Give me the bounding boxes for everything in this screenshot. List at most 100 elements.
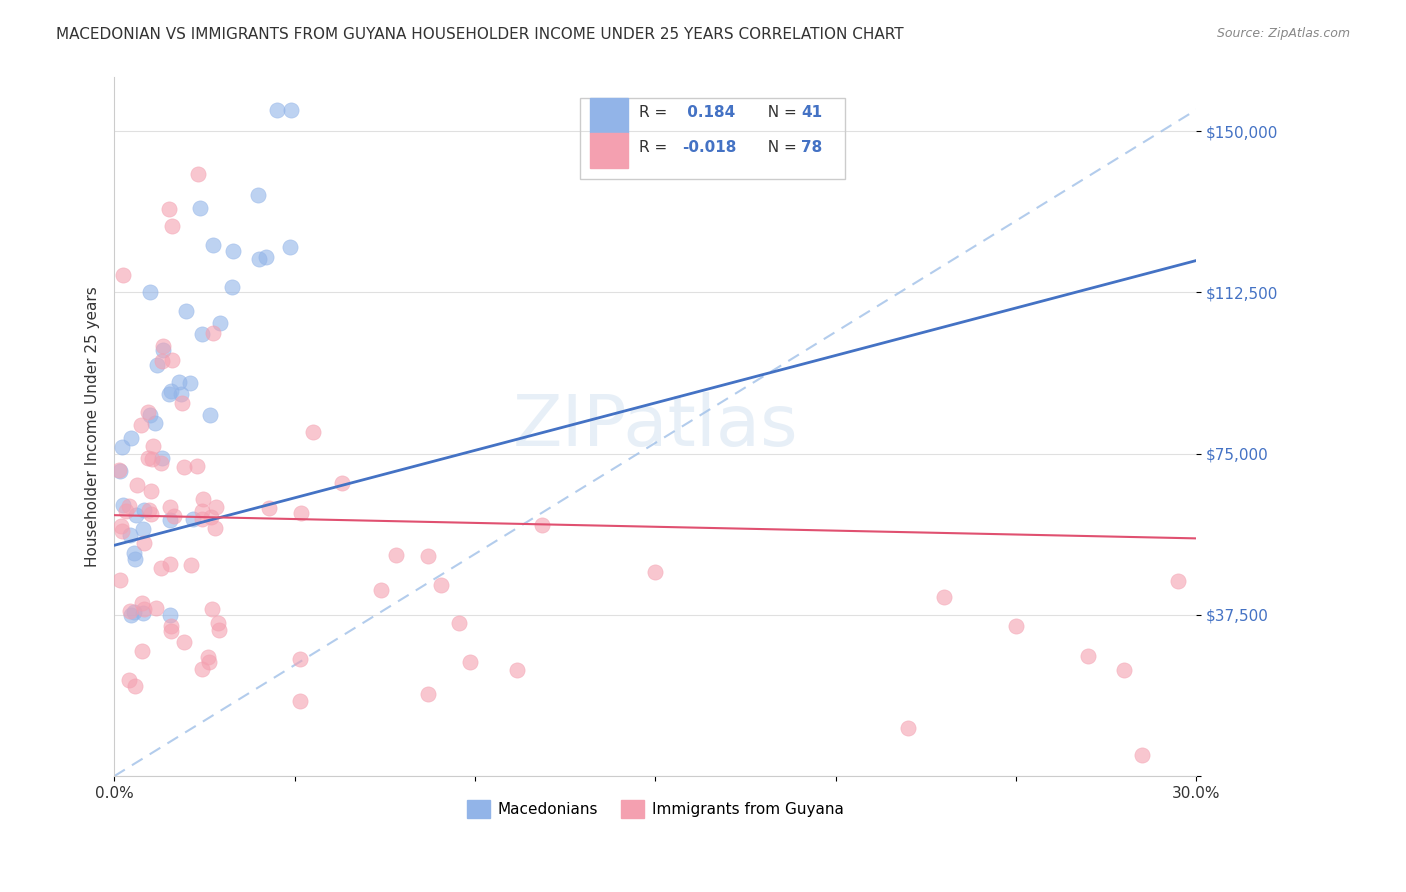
- Immigrants from Guyana: [159, 202, 181, 216]
- Immigrants from Guyana: [416, 549, 439, 563]
- Macedonians: [120, 607, 142, 622]
- Macedonians: [247, 188, 270, 202]
- Macedonians: [152, 343, 174, 358]
- Immigrants from Guyana: [429, 577, 451, 591]
- Immigrants from Guyana: [132, 602, 155, 616]
- Immigrants from Guyana: [186, 458, 208, 473]
- Immigrants from Guyana: [385, 548, 408, 562]
- Immigrants from Guyana: [897, 721, 920, 735]
- Immigrants from Guyana: [160, 619, 183, 633]
- Macedonians: [208, 316, 231, 330]
- Macedonians: [278, 240, 301, 254]
- Immigrants from Guyana: [160, 353, 183, 368]
- Immigrants from Guyana: [200, 602, 222, 616]
- Macedonians: [200, 408, 222, 422]
- Immigrants from Guyana: [124, 679, 146, 693]
- Immigrants from Guyana: [191, 661, 214, 675]
- Macedonians: [167, 375, 190, 389]
- Immigrants from Guyana: [1167, 574, 1189, 588]
- Immigrants from Guyana: [197, 650, 219, 665]
- Macedonians: [191, 327, 214, 342]
- Immigrants from Guyana: [259, 500, 281, 515]
- Immigrants from Guyana: [191, 504, 214, 518]
- Legend: Macedonians, Immigrants from Guyana: Macedonians, Immigrants from Guyana: [461, 794, 849, 824]
- Macedonians: [157, 386, 180, 401]
- Immigrants from Guyana: [447, 615, 470, 630]
- Macedonians: [143, 416, 166, 430]
- Macedonians: [111, 441, 134, 455]
- Immigrants from Guyana: [141, 451, 163, 466]
- Immigrants from Guyana: [288, 694, 311, 708]
- Immigrants from Guyana: [136, 405, 159, 419]
- Macedonians: [170, 386, 193, 401]
- Macedonians: [146, 359, 169, 373]
- Text: Source: ZipAtlas.com: Source: ZipAtlas.com: [1216, 27, 1350, 40]
- Immigrants from Guyana: [205, 500, 228, 514]
- Immigrants from Guyana: [112, 268, 135, 282]
- Immigrants from Guyana: [180, 558, 202, 573]
- Text: 0.184: 0.184: [682, 105, 735, 120]
- Immigrants from Guyana: [138, 503, 160, 517]
- Text: 41: 41: [801, 105, 823, 120]
- Immigrants from Guyana: [107, 462, 129, 476]
- Immigrants from Guyana: [506, 663, 529, 677]
- Immigrants from Guyana: [208, 624, 231, 638]
- Immigrants from Guyana: [134, 535, 156, 549]
- Macedonians: [124, 551, 146, 566]
- Macedonians: [111, 498, 134, 512]
- Macedonians: [122, 546, 145, 560]
- Immigrants from Guyana: [152, 354, 174, 368]
- Y-axis label: Householder Income Under 25 years: Householder Income Under 25 years: [86, 286, 100, 567]
- Immigrants from Guyana: [120, 604, 142, 618]
- Immigrants from Guyana: [170, 396, 193, 410]
- Macedonians: [221, 280, 243, 294]
- Macedonians: [159, 384, 181, 398]
- Immigrants from Guyana: [416, 687, 439, 701]
- Macedonians: [181, 512, 204, 526]
- Immigrants from Guyana: [159, 557, 181, 571]
- Macedonians: [134, 502, 156, 516]
- Macedonians: [138, 408, 160, 422]
- Immigrants from Guyana: [644, 565, 666, 579]
- Macedonians: [266, 103, 288, 117]
- Immigrants from Guyana: [159, 500, 181, 514]
- Macedonians: [254, 250, 277, 264]
- Macedonians: [108, 464, 131, 478]
- Text: ZIPatlas: ZIPatlas: [513, 392, 799, 461]
- Macedonians: [132, 522, 155, 536]
- Immigrants from Guyana: [193, 491, 215, 506]
- Immigrants from Guyana: [458, 655, 481, 669]
- Macedonians: [122, 605, 145, 619]
- Macedonians: [202, 238, 225, 252]
- Bar: [591, 98, 628, 133]
- Immigrants from Guyana: [330, 475, 353, 490]
- Immigrants from Guyana: [1130, 747, 1153, 762]
- Immigrants from Guyana: [173, 460, 195, 475]
- Macedonians: [247, 252, 270, 266]
- Immigrants from Guyana: [110, 518, 132, 533]
- Immigrants from Guyana: [160, 624, 183, 639]
- Immigrants from Guyana: [118, 499, 141, 513]
- Immigrants from Guyana: [111, 524, 134, 538]
- Immigrants from Guyana: [932, 590, 955, 604]
- Immigrants from Guyana: [1005, 619, 1028, 633]
- Immigrants from Guyana: [139, 508, 162, 522]
- Text: MACEDONIAN VS IMMIGRANTS FROM GUYANA HOUSEHOLDER INCOME UNDER 25 YEARS CORRELATI: MACEDONIAN VS IMMIGRANTS FROM GUYANA HOU…: [56, 27, 904, 42]
- Immigrants from Guyana: [204, 521, 226, 535]
- Macedonians: [120, 432, 142, 446]
- Text: R =: R =: [640, 140, 668, 155]
- Immigrants from Guyana: [162, 219, 184, 233]
- Text: N =: N =: [758, 140, 801, 155]
- Immigrants from Guyana: [127, 478, 149, 492]
- Immigrants from Guyana: [131, 644, 153, 658]
- Immigrants from Guyana: [149, 561, 172, 575]
- Immigrants from Guyana: [290, 652, 312, 666]
- Bar: [591, 133, 628, 169]
- Immigrants from Guyana: [370, 583, 392, 598]
- Macedonians: [159, 513, 181, 527]
- Macedonians: [118, 528, 141, 542]
- Macedonians: [174, 303, 197, 318]
- Macedonians: [139, 285, 162, 300]
- Immigrants from Guyana: [207, 616, 229, 631]
- Text: 78: 78: [801, 140, 823, 155]
